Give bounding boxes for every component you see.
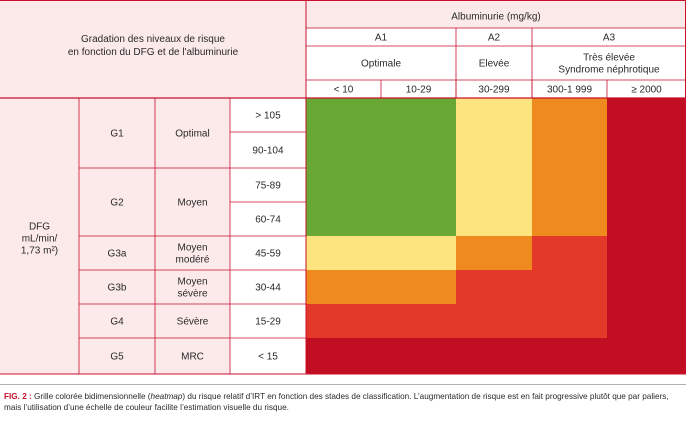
albuminuria-group-label: Très élevée Syndrome néphrotique — [558, 53, 660, 76]
heatmap-cell — [607, 270, 686, 304]
gfr-range-label: 45-59 — [255, 249, 281, 260]
heatmap-cell — [456, 338, 532, 374]
heatmap-cell — [607, 202, 686, 236]
heatmap-cell — [532, 202, 607, 236]
albuminuria-group-label: Elevée — [479, 59, 510, 70]
albuminuria-title-bg — [306, 0, 686, 28]
heatmap-cell — [456, 98, 532, 132]
heatmap-cell — [456, 168, 532, 202]
stage-code: G5 — [110, 352, 124, 363]
stage-code: G3a — [108, 249, 127, 260]
stage-code: G3b — [108, 283, 127, 294]
stage-label: Sévère — [177, 317, 209, 328]
heatmap-cell — [532, 132, 607, 168]
albuminuria-group-label: Optimale — [361, 59, 401, 70]
albuminuria-title: Albuminurie (mg/kg) — [451, 12, 540, 23]
stage-label: Moyen modéré — [176, 243, 210, 266]
heatmap-cell — [607, 236, 686, 270]
stage-label: Moyen sévère — [177, 277, 207, 300]
albuminuria-group-code: A3 — [603, 33, 616, 44]
gfr-range-label: 60-74 — [255, 215, 281, 226]
stage-code: G1 — [110, 129, 124, 140]
heatmap-cell — [456, 270, 532, 304]
gfr-range-label: 75-89 — [255, 181, 281, 192]
albuminuria-range-label: 30-299 — [478, 85, 510, 96]
heatmap-cells — [306, 98, 686, 374]
heatmap-cell — [532, 338, 607, 374]
heatmap-cell — [306, 132, 381, 168]
dfg-label: DFG mL/min/1,73 m²) — [21, 222, 58, 257]
heatmap-cell — [607, 338, 686, 374]
gfr-range-label: 90-104 — [252, 146, 284, 157]
heatmap-cell — [381, 236, 456, 270]
albuminuria-group-code: A2 — [488, 33, 501, 44]
gfr-range-label: 15-29 — [255, 317, 281, 328]
corner-title: Gradation des niveaux de risque en foncti… — [68, 34, 239, 58]
heatmap-cell — [306, 304, 381, 338]
heatmap-cell — [607, 168, 686, 202]
heatmap-cell — [306, 270, 381, 304]
heatmap-cell — [306, 98, 381, 132]
heatmap-cell — [381, 132, 456, 168]
heatmap-cell — [607, 98, 686, 132]
gfr-range-label: 30-44 — [255, 283, 281, 294]
heatmap-cell — [381, 168, 456, 202]
heatmap-cell — [456, 132, 532, 168]
albuminuria-range-label: ≥ 2000 — [631, 85, 662, 96]
heatmap-cell — [381, 304, 456, 338]
heatmap-cell — [456, 236, 532, 270]
stage-label: MRC — [181, 352, 204, 363]
albuminuria-range-label: < 10 — [334, 85, 354, 96]
heatmap-cell — [306, 236, 381, 270]
heatmap-cell — [532, 236, 607, 270]
albuminuria-range-label: 10-29 — [406, 85, 432, 96]
heatmap-cell — [456, 304, 532, 338]
figure-caption: FIG. 2 : Grille colorée bidimensionnelle… — [4, 391, 680, 413]
caption-label: FIG. 2 : — [4, 392, 32, 401]
caption-text-before: Grille colorée bidimensionnelle ( — [31, 392, 151, 401]
stage-label: Optimal — [175, 129, 209, 140]
heatmap-cell — [381, 202, 456, 236]
stage-code: G2 — [110, 198, 124, 209]
heatmap-cell — [532, 168, 607, 202]
stage-code: G4 — [110, 317, 124, 328]
albuminuria-range-label: 300-1 999 — [547, 85, 592, 96]
heatmap-cell — [607, 304, 686, 338]
table-labels: Albuminurie (mg/kg) Gradation des niveaux… — [21, 12, 662, 363]
heatmap-cell — [532, 98, 607, 132]
albuminuria-group-code: A1 — [375, 33, 388, 44]
heatmap-cell — [607, 132, 686, 168]
corner-bg — [0, 0, 306, 98]
caption-divider — [0, 384, 686, 385]
heatmap-cell — [381, 98, 456, 132]
gfr-range-label: < 15 — [258, 352, 278, 363]
heatmap-cell — [381, 338, 456, 374]
caption-italic: heatmap — [150, 392, 183, 401]
heatmap-cell — [532, 304, 607, 338]
heatmap-cell — [306, 338, 381, 374]
heatmap-cell — [306, 168, 381, 202]
stage-label: Moyen — [177, 198, 207, 209]
heatmap-cell — [381, 270, 456, 304]
caption-text-after: ) du risque relatif d’IRT en fonction de… — [4, 392, 669, 412]
heatmap-cell — [306, 202, 381, 236]
heatmap-cell — [456, 202, 532, 236]
gfr-range-label: > 105 — [255, 111, 281, 122]
heatmap-cell — [532, 270, 607, 304]
